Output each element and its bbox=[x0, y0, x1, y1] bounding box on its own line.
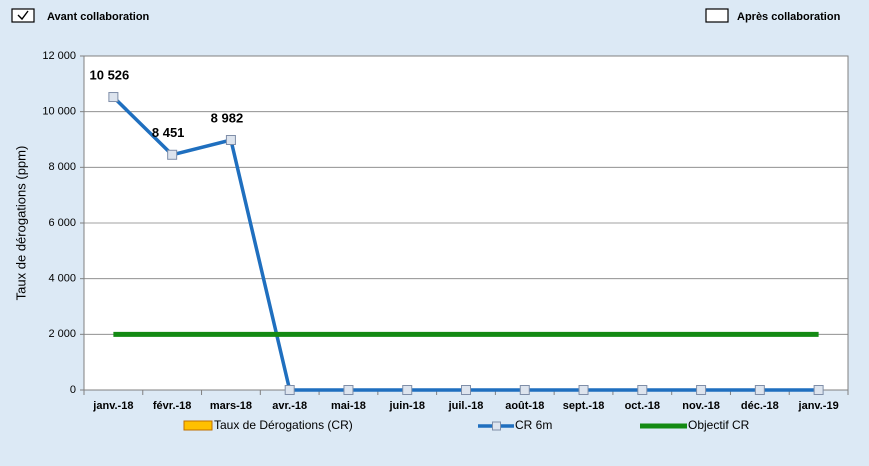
check-mark bbox=[17, 10, 29, 21]
y-tick-label: 6 000 bbox=[48, 217, 76, 229]
checkbox[interactable] bbox=[11, 8, 35, 23]
marker bbox=[813, 385, 824, 395]
marker bbox=[461, 385, 471, 395]
y-tick-label: 4 000 bbox=[48, 273, 76, 285]
legend-label: CR 6m bbox=[515, 418, 552, 432]
marker bbox=[343, 385, 354, 395]
marker bbox=[108, 92, 119, 103]
y-tick-label: 2 000 bbox=[48, 328, 76, 340]
checkbox-label: Avant collaboration bbox=[47, 11, 150, 23]
marker bbox=[402, 385, 413, 395]
y-tick-label: 8 000 bbox=[48, 161, 76, 173]
x-tick-label: juil.-18 bbox=[448, 400, 484, 412]
x-tick-label: déc.-18 bbox=[741, 400, 779, 412]
legend-label: Objectif CR bbox=[688, 418, 750, 432]
marker bbox=[754, 385, 765, 395]
marker bbox=[167, 149, 178, 160]
x-tick-label: nov.-18 bbox=[682, 400, 720, 412]
x-tick-label: févr.-18 bbox=[153, 400, 192, 412]
legend-label: Taux de Dérogations (CR) bbox=[214, 418, 353, 432]
data-label: 8 982 bbox=[211, 110, 244, 125]
y-tick-label: 0 bbox=[70, 384, 76, 396]
x-tick-label: sept.-18 bbox=[563, 400, 605, 412]
legend-marker bbox=[492, 421, 501, 431]
marker bbox=[637, 385, 648, 395]
x-tick-label: janv.-18 bbox=[92, 400, 133, 412]
y-tick-label: 12 000 bbox=[42, 50, 76, 62]
x-tick-label: mai-18 bbox=[331, 400, 366, 412]
marker bbox=[225, 135, 236, 146]
x-tick-label: janv.-19 bbox=[798, 400, 839, 412]
x-tick-label: août-18 bbox=[505, 400, 544, 412]
marker bbox=[696, 385, 707, 395]
checkbox[interactable] bbox=[705, 8, 729, 23]
checkbox-label: Après collaboration bbox=[737, 11, 841, 23]
x-tick-label: avr.-18 bbox=[272, 400, 307, 412]
marker bbox=[519, 385, 530, 395]
x-tick-label: juin-18 bbox=[389, 400, 425, 412]
marker bbox=[578, 385, 589, 395]
data-label: 8 451 bbox=[152, 125, 185, 140]
legend-swatch bbox=[183, 420, 213, 431]
x-tick-label: mars-18 bbox=[210, 400, 252, 412]
marker bbox=[284, 385, 295, 395]
x-tick-label: oct.-18 bbox=[625, 400, 660, 412]
y-tick-label: 10 000 bbox=[42, 106, 76, 118]
y-axis-label: Taux de dérogations (ppm) bbox=[13, 146, 28, 301]
data-label: 10 526 bbox=[90, 67, 130, 82]
